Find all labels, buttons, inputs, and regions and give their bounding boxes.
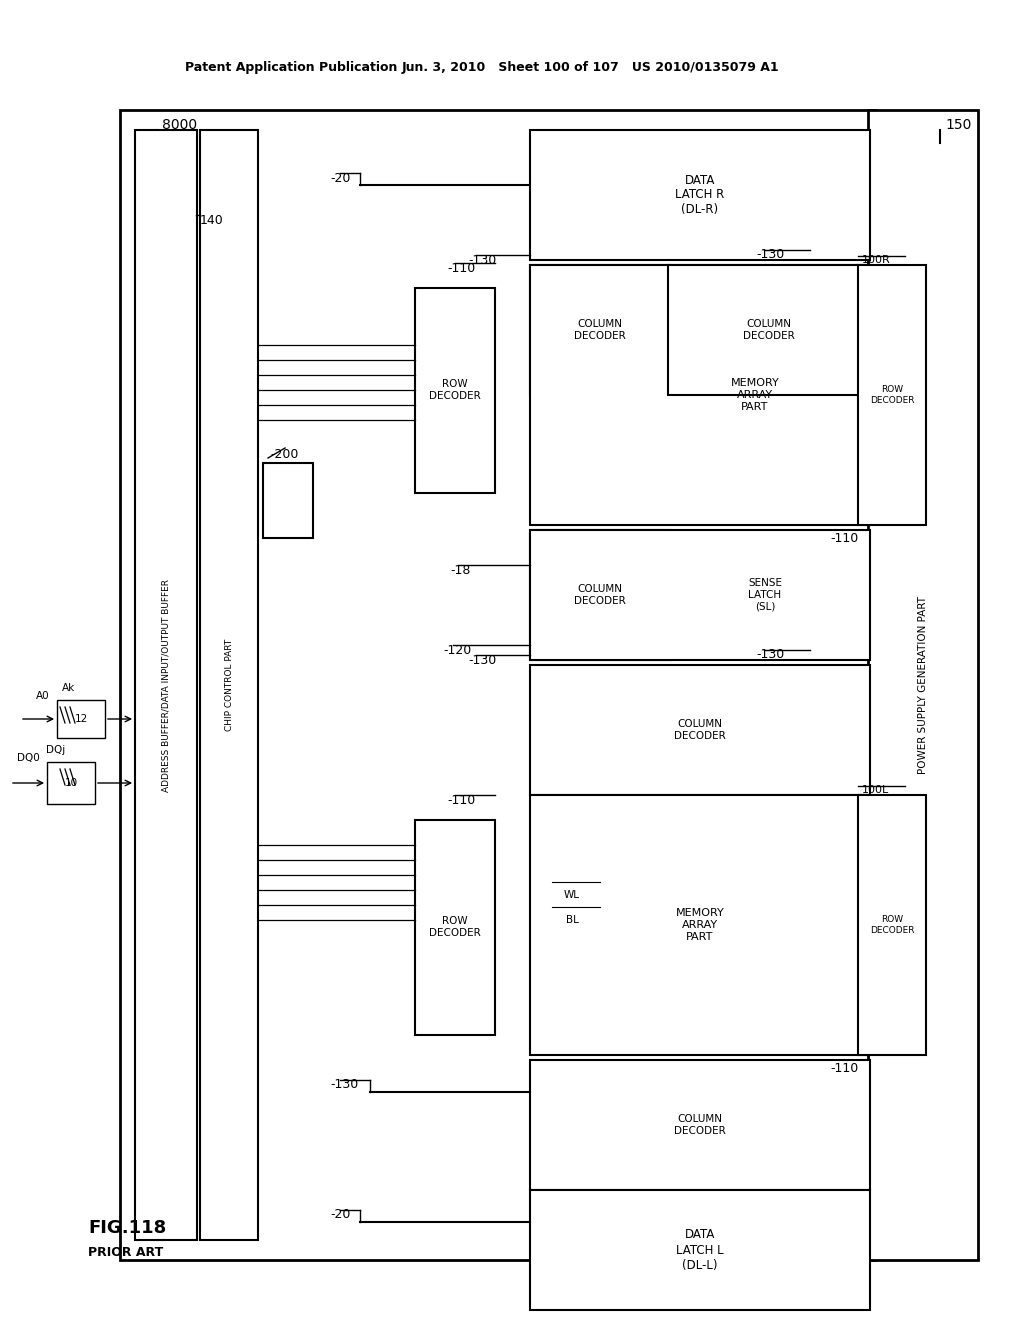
Text: Jun. 3, 2010   Sheet 100 of 107   US 2010/0135079 A1: Jun. 3, 2010 Sheet 100 of 107 US 2010/01…	[401, 62, 779, 74]
Text: DATA
LATCH R
(DL-R): DATA LATCH R (DL-R)	[676, 173, 725, 216]
Text: DQ0: DQ0	[17, 752, 40, 763]
Text: COLUMN
DECODER: COLUMN DECODER	[743, 319, 795, 341]
Bar	[858, 265, 926, 525]
Text: -130: -130	[756, 248, 784, 261]
Bar	[263, 463, 313, 539]
Bar	[668, 265, 870, 395]
Text: ROW
DECODER: ROW DECODER	[869, 915, 914, 935]
Bar	[530, 265, 670, 395]
Text: WL: WL	[564, 890, 580, 900]
Text: ROW
DECODER: ROW DECODER	[869, 385, 914, 405]
Bar	[530, 265, 870, 525]
Bar	[530, 531, 670, 660]
Text: -110: -110	[447, 793, 475, 807]
Text: -130: -130	[330, 1078, 358, 1092]
Text: DQj: DQj	[46, 744, 65, 755]
Text: MEMORY
ARRAY
PART: MEMORY ARRAY PART	[676, 908, 724, 941]
Bar	[415, 288, 495, 492]
Bar	[530, 129, 870, 260]
Text: Ak: Ak	[61, 682, 75, 693]
Bar	[530, 1191, 870, 1309]
Bar	[530, 531, 870, 660]
Text: -110: -110	[830, 1061, 858, 1074]
Bar	[858, 795, 926, 1055]
Text: Patent Application Publication: Patent Application Publication	[185, 62, 397, 74]
Text: COLUMN
DECODER: COLUMN DECODER	[574, 585, 626, 606]
Text: -130: -130	[468, 253, 497, 267]
Text: 100L: 100L	[862, 785, 889, 795]
Bar	[530, 1060, 870, 1191]
Bar	[530, 795, 870, 1055]
Bar	[135, 129, 197, 1239]
Bar	[200, 129, 258, 1239]
Text: 8000: 8000	[162, 117, 198, 132]
Text: -130: -130	[468, 653, 497, 667]
Bar	[868, 110, 978, 1261]
Text: COLUMN
DECODER: COLUMN DECODER	[574, 319, 626, 341]
Text: ROW
DECODER: ROW DECODER	[429, 379, 481, 401]
Bar	[530, 665, 870, 795]
Text: COLUMN
DECODER: COLUMN DECODER	[674, 1114, 726, 1135]
Text: -20: -20	[330, 1209, 350, 1221]
Text: ADDRESS BUFFER/DATA INPUT/OUTPUT BUFFER: ADDRESS BUFFER/DATA INPUT/OUTPUT BUFFER	[162, 578, 171, 792]
Text: 100R: 100R	[862, 255, 891, 265]
Text: COLUMN
DECODER: COLUMN DECODER	[674, 719, 726, 741]
Text: -110: -110	[447, 261, 475, 275]
Text: -110: -110	[830, 532, 858, 544]
Bar	[120, 110, 874, 1261]
Text: 140: 140	[200, 214, 224, 227]
Text: SENSE
LATCH
(SL): SENSE LATCH (SL)	[748, 578, 782, 611]
Text: POWER SUPPLY GENERATION PART: POWER SUPPLY GENERATION PART	[918, 597, 928, 774]
Bar	[47, 762, 95, 804]
Text: A0: A0	[37, 690, 50, 701]
Text: -130: -130	[756, 648, 784, 661]
Text: 10: 10	[65, 777, 78, 788]
Text: FIG.118: FIG.118	[88, 1218, 166, 1237]
Text: -20: -20	[330, 172, 350, 185]
Text: 150: 150	[945, 117, 972, 132]
Text: MEMORY
ARRAY
PART: MEMORY ARRAY PART	[731, 379, 779, 412]
Bar	[57, 700, 105, 738]
Text: DATA
LATCH L
(DL-L): DATA LATCH L (DL-L)	[676, 1229, 724, 1271]
Text: -200: -200	[270, 449, 298, 462]
Text: PRIOR ART: PRIOR ART	[88, 1246, 163, 1259]
Text: CHIP CONTROL PART: CHIP CONTROL PART	[224, 639, 233, 731]
Text: 12: 12	[75, 714, 88, 723]
Bar	[415, 820, 495, 1035]
Text: BL: BL	[565, 915, 579, 925]
Text: -120: -120	[443, 644, 471, 656]
Text: ROW
DECODER: ROW DECODER	[429, 916, 481, 937]
Text: -18: -18	[450, 564, 470, 577]
